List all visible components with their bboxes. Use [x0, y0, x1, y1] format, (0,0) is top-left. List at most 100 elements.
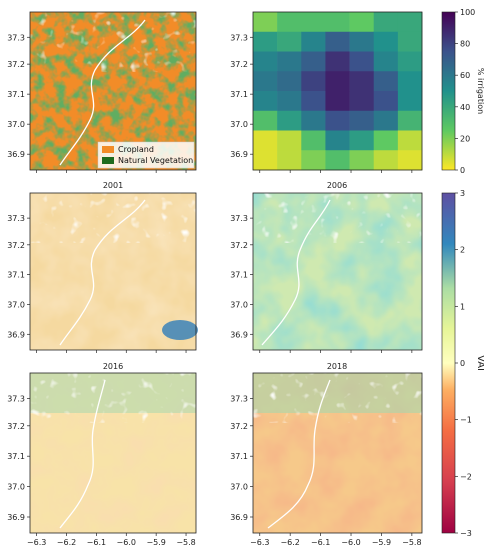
y-tick-label: 37.2: [7, 241, 25, 250]
x-tick-label: −6.3: [27, 538, 46, 547]
legend-label-natural: Natural Vegetation: [118, 156, 193, 165]
legend-swatch-cropland: [102, 146, 114, 153]
colorbar-tick-label: 1: [460, 302, 465, 311]
x-tick-label: −6.1: [311, 538, 330, 547]
heatmap-cell: [397, 91, 423, 112]
heatmap-cell: [349, 91, 375, 112]
y-tick-label: 36.9: [230, 513, 248, 522]
y-tick-label: 37.0: [7, 483, 25, 492]
y-tick-label: 37.1: [230, 90, 248, 99]
colorbar-tick-label: 100: [460, 8, 475, 17]
y-tick-label: 36.9: [230, 150, 248, 159]
heatmap-cell: [253, 71, 278, 92]
heatmap-cell: [253, 51, 278, 72]
heatmap-cell: [325, 31, 350, 52]
y-tick-label: 36.9: [7, 513, 25, 522]
heatmap-cell: [349, 12, 375, 33]
y-tick-label: 37.0: [230, 483, 248, 492]
colorbar-tick-label: 80: [460, 40, 470, 49]
x-tick-label: −5.9: [372, 538, 391, 547]
panel-vai-2016: [29, 372, 197, 534]
y-tick-label: 37.3: [7, 214, 25, 223]
irrigation-heatmap: [253, 12, 423, 171]
heatmap-cell: [349, 51, 375, 72]
heatmap-cell: [349, 71, 375, 92]
heatmap-cell: [253, 130, 278, 151]
colorbar-tick-label: 60: [460, 71, 470, 80]
y-tick-label: 37.2: [230, 60, 248, 69]
heatmap-cell: [277, 12, 302, 33]
y-tick-label: 37.1: [230, 271, 248, 280]
heatmap-cell: [277, 71, 302, 92]
colorbar-tick-label: 2: [460, 246, 465, 255]
heatmap-cell: [325, 130, 350, 151]
panel-irrigation: [252, 11, 423, 171]
y-tick-label: 37.0: [230, 120, 248, 129]
y-tick-label: 37.1: [230, 452, 248, 461]
heatmap-cell: [277, 31, 302, 52]
y-tick-label: 37.2: [230, 422, 248, 431]
heatmap-cell: [301, 110, 326, 131]
river-line: [59, 19, 146, 166]
heatmap-cell: [325, 71, 350, 92]
urban-nodata-texture: [30, 12, 196, 72]
colorbar-tick-label: −3: [460, 529, 472, 538]
heatmap-cell: [277, 110, 302, 131]
heatmap-cell: [373, 110, 399, 131]
heatmap-cell: [349, 31, 375, 52]
y-tick-label: 37.0: [230, 300, 248, 309]
heatmap-cell: [325, 110, 350, 131]
panel-vai-2001: [29, 192, 198, 351]
y-tick-label: 37.2: [7, 422, 25, 431]
heatmap-cell: [277, 51, 302, 72]
heatmap-cell: [349, 150, 375, 171]
colorbar-tick-label: 0: [460, 166, 465, 175]
panel-title-2006: 2006: [327, 181, 347, 190]
heatmap-cell: [397, 110, 423, 131]
heatmap-cell: [397, 150, 423, 171]
heatmap-cell: [397, 31, 423, 52]
y-tick-label: 37.1: [7, 90, 25, 99]
y-tick-label: 36.9: [7, 330, 25, 339]
panel-vai-2006: [252, 192, 423, 351]
heatmap-cell: [253, 150, 278, 171]
colorbar-vai-label: VAI: [475, 355, 484, 371]
y-tick-label: 37.3: [7, 395, 25, 404]
heatmap-cell: [373, 91, 399, 112]
y-tick-label: 37.0: [7, 300, 25, 309]
heatmap-cell: [373, 71, 399, 92]
colorbar-vai: 3 2 1 0 −1 −2 −3 VAI: [441, 189, 484, 538]
heatmap-cell: [277, 91, 302, 112]
heatmap-cell: [349, 130, 375, 151]
colorbar-tick-label: 0: [460, 359, 465, 368]
panel-landcover: Cropland Natural Vegetation: [29, 11, 197, 171]
heatmap-cell: [301, 31, 326, 52]
panel-vai-2018: [252, 372, 423, 534]
heatmap-cell: [325, 51, 350, 72]
x-tick-label: −6.1: [87, 538, 106, 547]
heatmap-cell: [325, 91, 350, 112]
heatmap-cell: [373, 130, 399, 151]
heatmap-cell: [301, 51, 326, 72]
colorbar-tick-label: 40: [460, 103, 470, 112]
legend-swatch-natural: [102, 157, 114, 164]
x-tick-label: −6.3: [250, 538, 269, 547]
x-tick-label: −6.2: [280, 538, 299, 547]
colorbar-tick-label: −1: [460, 416, 472, 425]
heatmap-cell: [397, 71, 423, 92]
y-tick-label: 37.2: [7, 60, 25, 69]
heatmap-cell: [397, 12, 423, 33]
x-tick-label: −5.8: [402, 538, 421, 547]
heatmap-cell: [301, 150, 326, 171]
x-tick-label: −6.0: [341, 538, 360, 547]
heatmap-cell: [397, 130, 423, 151]
heatmap-cell: [277, 130, 302, 151]
y-tick-label: 37.3: [230, 33, 248, 42]
x-tick-label: −5.9: [146, 538, 165, 547]
x-tick-label: −5.8: [176, 538, 195, 547]
panel-title-2016: 2016: [103, 362, 123, 371]
heatmap-cell: [253, 12, 278, 33]
y-tick-label: 37.1: [7, 452, 25, 461]
heatmap-cell: [397, 51, 423, 72]
y-tick-label: 37.2: [230, 241, 248, 250]
